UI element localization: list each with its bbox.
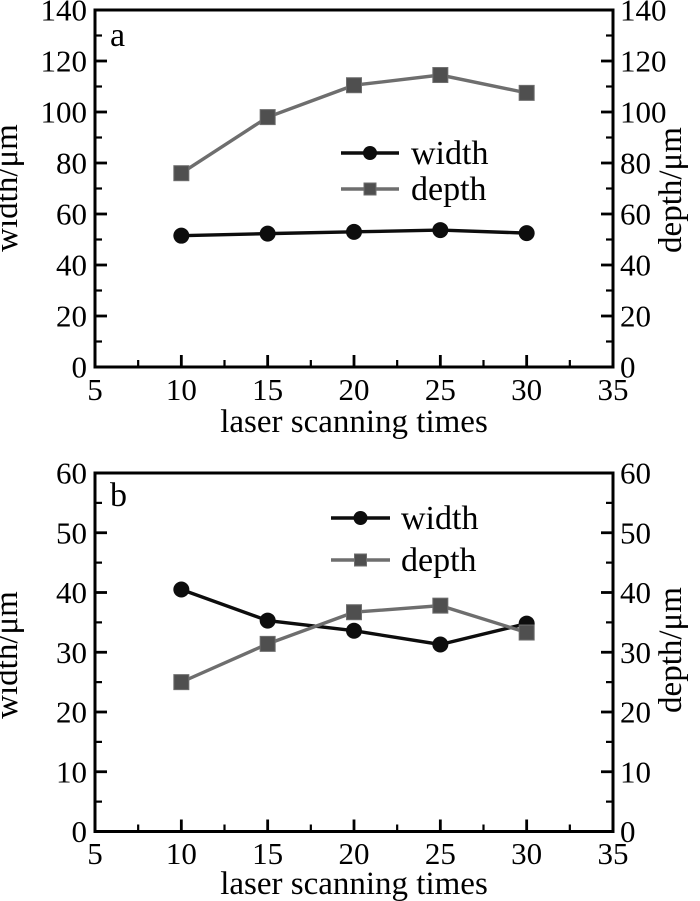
legend-depth-label: depth [401, 542, 477, 579]
data-point-width [432, 636, 449, 653]
data-point-width [173, 581, 190, 598]
data-point-depth [432, 597, 449, 614]
y-tick-label-left: 100 [41, 95, 88, 130]
y-tick-label-right: 80 [620, 146, 651, 181]
y-tick-label-right: 20 [620, 299, 651, 334]
y-tick-label-left: 0 [72, 814, 88, 849]
data-point-width [259, 612, 276, 629]
x-tick-label: 15 [252, 372, 283, 407]
data-point-depth [173, 674, 190, 691]
legend-width-label: width [401, 500, 478, 537]
panel-letter: b [110, 477, 127, 514]
x-tick-label: 30 [511, 372, 542, 407]
data-point-depth [346, 77, 362, 94]
x-tick-label: 10 [166, 836, 197, 871]
x-tick-label: 15 [252, 836, 283, 871]
y-tick-label-right: 0 [620, 350, 636, 385]
x-tick-label: 5 [87, 836, 103, 871]
y-tick-label-right: 140 [620, 0, 667, 28]
y-tick-label-left: 120 [41, 44, 88, 79]
y-tick-label-left: 30 [56, 635, 87, 670]
data-point-depth [173, 165, 190, 182]
data-point-depth [259, 635, 276, 652]
y-axis-title-left: width/μm [0, 591, 25, 719]
y-tick-label-right: 50 [620, 515, 651, 550]
x-tick-label: 35 [598, 372, 629, 407]
y-tick-label-left: 40 [56, 248, 87, 283]
x-tick-label: 5 [87, 372, 103, 407]
y-tick-label-left: 20 [56, 695, 87, 730]
y-tick-label-left: 60 [56, 197, 87, 232]
y-tick-label-left: 140 [41, 0, 88, 28]
y-tick-label-left: 10 [56, 754, 87, 789]
y-tick-label-right: 60 [620, 456, 651, 491]
y-tick-label-right: 60 [620, 197, 651, 232]
legend-width-label: width [411, 135, 488, 172]
panel-b-chart: 5 10 15 20 25 30 35 0 0 10 10 20 20 30 30 40 40 50 50 60 60 l… [0, 450, 700, 901]
legend-depth-label: depth [411, 171, 487, 208]
y-tick-label-right: 120 [620, 44, 667, 79]
y-tick-label-right: 10 [620, 754, 651, 789]
data-point-width [259, 225, 276, 242]
y-axis-title-left: width/μm [0, 124, 25, 252]
plot-frame [93, 471, 615, 833]
data-point-depth [432, 67, 449, 84]
data-point-depth [518, 84, 535, 101]
x-tick-label: 20 [339, 836, 370, 871]
data-point-width [346, 622, 362, 639]
y-axis-title-right: depth/μm [653, 127, 689, 253]
legend-depth-marker [363, 182, 377, 196]
x-tick-label: 35 [598, 836, 629, 871]
legend-width-marker [353, 511, 368, 525]
y-tick-label-right: 40 [620, 575, 651, 610]
x-tick-label: 25 [425, 836, 456, 871]
y-tick-label-left: 20 [56, 299, 87, 334]
x-tick-label: 25 [425, 372, 456, 407]
x-axis-title: laser scanning times [220, 866, 488, 901]
data-point-depth [346, 604, 362, 621]
y-tick-label-left: 0 [72, 350, 88, 385]
panel-letter: a [110, 17, 125, 54]
y-tick-label-left: 40 [56, 575, 87, 610]
y-tick-label-left: 50 [56, 515, 87, 550]
data-point-depth [518, 624, 535, 641]
y-axis-title-right: depth/μm [653, 587, 689, 713]
panel-a-chart: 5 10 15 20 25 30 35 0 0 20 20 40 40 60 60 80 80 100 100 120… [0, 0, 700, 450]
y-tick-label-left: 60 [56, 456, 87, 491]
data-point-depth [259, 109, 276, 126]
data-point-width [346, 223, 362, 240]
y-tick-label-right: 100 [620, 95, 667, 130]
y-tick-label-right: 20 [620, 695, 651, 730]
x-tick-label: 30 [511, 836, 542, 871]
y-tick-label-right: 40 [620, 248, 651, 283]
y-tick-label-left: 80 [56, 146, 87, 181]
x-tick-label: 10 [166, 372, 197, 407]
data-point-width [518, 225, 535, 242]
x-tick-label: 20 [339, 372, 370, 407]
x-axis-title: laser scanning times [220, 404, 488, 440]
legend-width-marker [363, 146, 377, 160]
data-point-width [173, 227, 190, 244]
data-point-width [432, 222, 449, 239]
y-tick-label-right: 30 [620, 635, 651, 670]
legend-depth-marker [354, 553, 367, 567]
y-tick-label-right: 0 [620, 814, 636, 849]
